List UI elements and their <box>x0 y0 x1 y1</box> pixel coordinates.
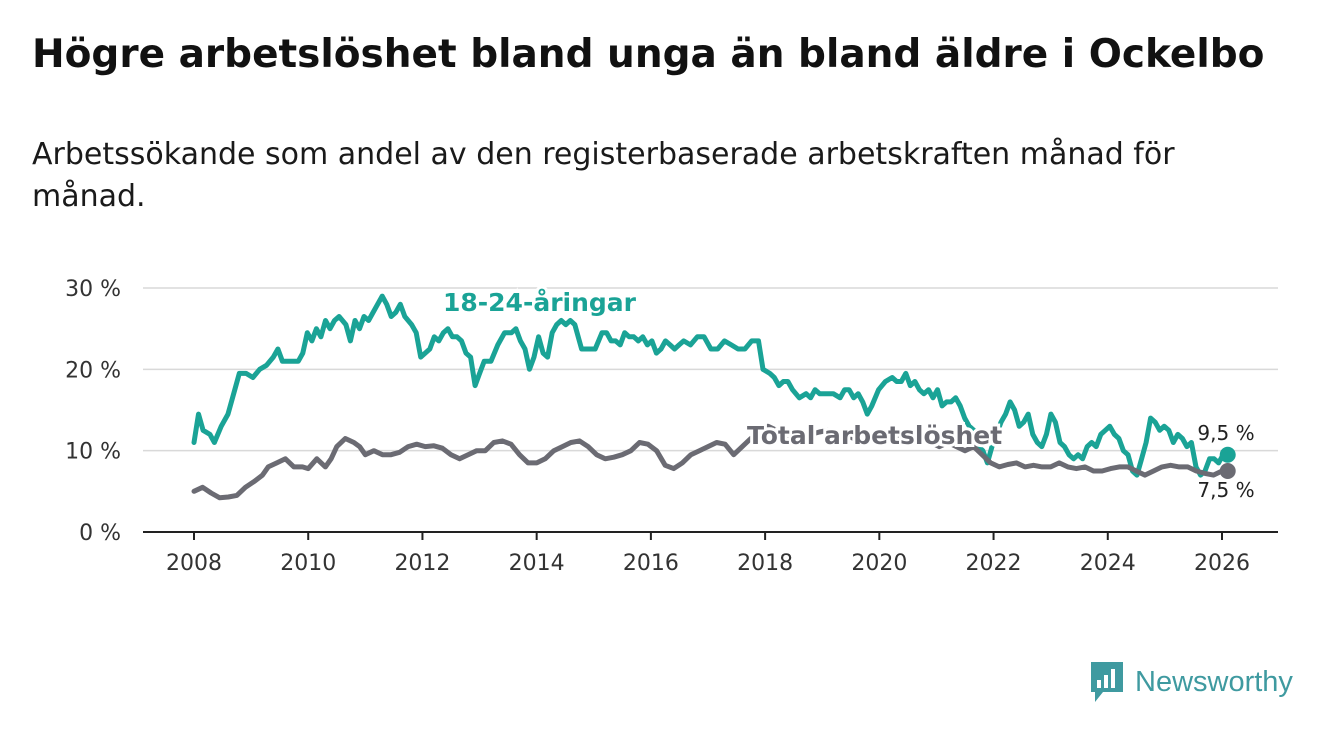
chart-subtitle: Arbetssökande som andel av den registerb… <box>32 137 1175 214</box>
series-name-label-total: Total arbetslöshet <box>747 421 1002 450</box>
x-tick-label: 2008 <box>166 551 222 576</box>
series-end-dot-0 <box>1219 446 1236 463</box>
x-tick-label: 2026 <box>1194 551 1250 576</box>
x-tick-label: 2024 <box>1080 551 1136 576</box>
series-labels: 9,5 % 7,5 % 18-24-åringar Total arbetslöshe… <box>440 285 1255 502</box>
x-tick-label: 2010 <box>280 551 336 576</box>
series-end-label-0: 9,5 % <box>1197 421 1254 445</box>
brand-name: Newsworthy <box>1135 665 1293 698</box>
y-axis-ticks: 0 % 10 % 20 % 30 % <box>65 277 121 546</box>
chart-title: Högre arbetslöshet bland unga än bland ä… <box>32 32 1265 77</box>
y-tick-label: 30 % <box>65 277 121 302</box>
x-tick-label: 2018 <box>737 551 793 576</box>
grid-lines <box>143 287 1278 533</box>
x-tick-label: 2014 <box>509 551 565 576</box>
brand-logo: Newsworthy <box>1089 660 1293 704</box>
y-tick-label: 20 % <box>65 358 121 383</box>
series-line-1 <box>191 423 1231 501</box>
x-tick-label: 2022 <box>966 551 1022 576</box>
x-tick-label: 2020 <box>851 551 907 576</box>
newsworthy-chart-bubble-icon <box>1091 662 1123 702</box>
series-name-label-youth: 18-24-åringar <box>443 288 637 317</box>
x-tick-label: 2016 <box>623 551 679 576</box>
y-tick-label: 0 % <box>79 521 121 546</box>
series-end-dot-1 <box>1219 463 1236 479</box>
x-tick-label: 2012 <box>394 551 450 576</box>
series-end-label-1: 7,5 % <box>1197 478 1254 502</box>
y-tick-label: 10 % <box>65 440 121 465</box>
series-line-0 <box>191 293 1231 478</box>
x-axis-ticks: 2008 2010 2012 2014 2016 2018 2020 2022 2024 2026 <box>166 532 1250 576</box>
series-lines <box>191 293 1236 501</box>
